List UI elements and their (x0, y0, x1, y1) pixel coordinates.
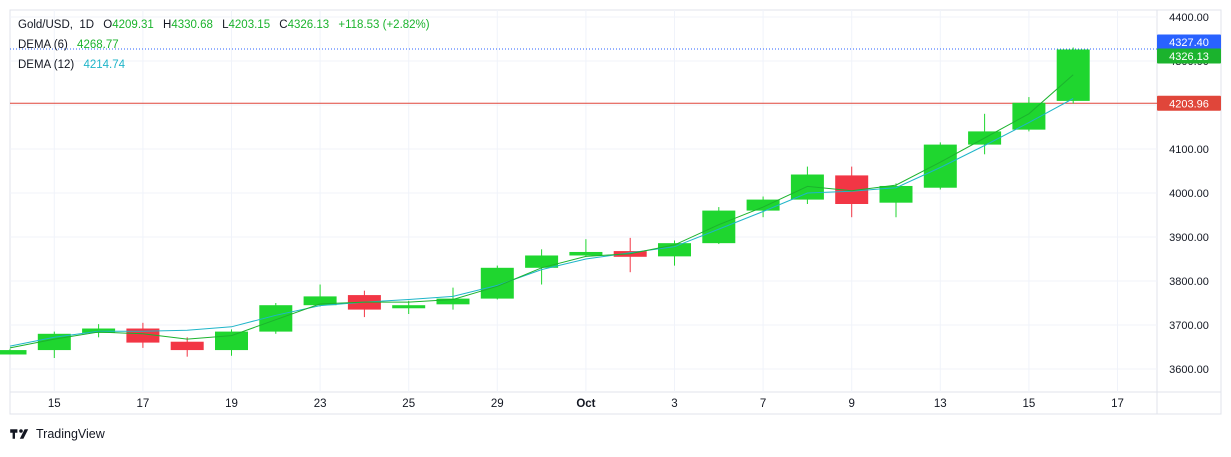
dema-slow-value: 4214.74 (83, 59, 126, 71)
dema-slow-row[interactable]: DEMA (12) 4214.74 (18, 55, 430, 75)
change-value: +118.53 (+2.82%) (338, 19, 430, 31)
x-tick-label: 7 (760, 398, 766, 410)
candle-body (215, 331, 248, 351)
y-tick-label: 3800.00 (1169, 276, 1209, 288)
high-label: H (163, 19, 172, 31)
low-label: L (222, 19, 229, 31)
x-tick-label: 17 (137, 398, 150, 410)
y-tick-label: 4000.00 (1169, 188, 1209, 200)
y-tick-label: 4100.00 (1169, 144, 1209, 156)
candle-up (436, 287, 470, 310)
candle-down (347, 290, 381, 318)
price-label-close: 4326.13 (1157, 48, 1221, 64)
candle-body (525, 255, 559, 268)
candle-body (170, 341, 204, 351)
dema-slow-name: DEMA (12) (18, 59, 75, 71)
chart-legend: Gold/USD, 1D O4209.31 H4330.68 L4203.15 … (18, 15, 430, 75)
price-label-bg (1157, 34, 1221, 50)
price-label-bg (1157, 48, 1221, 64)
dema-12-line (9, 98, 1074, 347)
x-tick-label: 17 (1111, 398, 1124, 410)
candle-body (126, 328, 160, 343)
candle-body (37, 333, 71, 351)
x-tick-label: 15 (1023, 398, 1036, 410)
x-tick-label: 29 (491, 398, 504, 410)
candle-body (392, 305, 426, 309)
candle-up (923, 142, 957, 190)
price-label-ref: 4203.96 (1157, 95, 1221, 111)
candle-up (658, 240, 691, 266)
symbol-name[interactable]: Gold/USD (18, 19, 70, 31)
x-tick-label: 23 (314, 398, 327, 410)
candle-body (702, 210, 736, 244)
x-tick-label: Oct (576, 398, 595, 410)
ohlc-row: Gold/USD, 1D O4209.31 H4330.68 L4203.15 … (18, 19, 430, 31)
x-tick-label: 25 (402, 398, 415, 410)
candle-body (923, 144, 957, 188)
candle-body (0, 350, 27, 355)
dema-fast-row[interactable]: DEMA (6) 4268.77 (18, 35, 430, 55)
candle-up (790, 166, 824, 204)
open-label: O (103, 19, 113, 31)
candle-up (968, 113, 1002, 155)
candle-up (569, 239, 603, 257)
price-label-text: 4203.96 (1169, 98, 1209, 110)
candle-up (215, 329, 248, 356)
candle-down (126, 322, 160, 348)
open-value: 4209.31 (112, 19, 154, 31)
candle-down (170, 337, 204, 357)
candle-up (392, 300, 426, 314)
candle-body (303, 296, 337, 306)
candle-up (879, 183, 913, 218)
candle-body (569, 251, 603, 256)
candle-up (480, 265, 514, 300)
price-label-bg (1157, 95, 1221, 111)
dema-6-line (9, 74, 1074, 349)
x-tick-label: 3 (671, 398, 677, 410)
candle-body (480, 267, 514, 299)
candle-up (525, 249, 559, 285)
candle-body (879, 185, 913, 203)
high-value: 4330.68 (171, 19, 213, 31)
price-label-text: 4326.13 (1169, 51, 1209, 63)
x-tick-label: 13 (934, 398, 947, 410)
dema-fast-value: 4268.77 (77, 39, 119, 51)
x-tick-label: 9 (848, 398, 854, 410)
y-tick-label: 3700.00 (1169, 320, 1209, 332)
x-tick-label: 19 (225, 398, 238, 410)
candle-down (613, 237, 647, 273)
price-label-last: 4327.40 (1157, 34, 1221, 50)
candle-up (1056, 47, 1090, 104)
low-value: 4203.15 (228, 19, 271, 31)
brand-name: TradingView (36, 427, 105, 441)
footer-branding[interactable]: TradingView (10, 427, 105, 441)
close-label: C (279, 19, 288, 31)
tradingview-logo-icon (10, 429, 29, 439)
y-tick-label: 4400.00 (1169, 12, 1209, 24)
chart-frame (9, 9, 1222, 415)
candle-up (702, 207, 736, 245)
price-label-text: 4327.40 (1169, 37, 1209, 49)
candle-body (436, 298, 470, 305)
candle-up (0, 348, 27, 355)
y-tick-label: 3600.00 (1169, 364, 1209, 376)
interval[interactable]: 1D (79, 19, 95, 31)
candle-body (746, 199, 780, 211)
y-tick-label: 3900.00 (1169, 232, 1209, 244)
x-tick-label: 15 (48, 398, 61, 410)
dema-fast-name: DEMA (6) (18, 39, 68, 51)
candle-up (303, 284, 337, 307)
close-value: 4326.13 (287, 19, 330, 31)
